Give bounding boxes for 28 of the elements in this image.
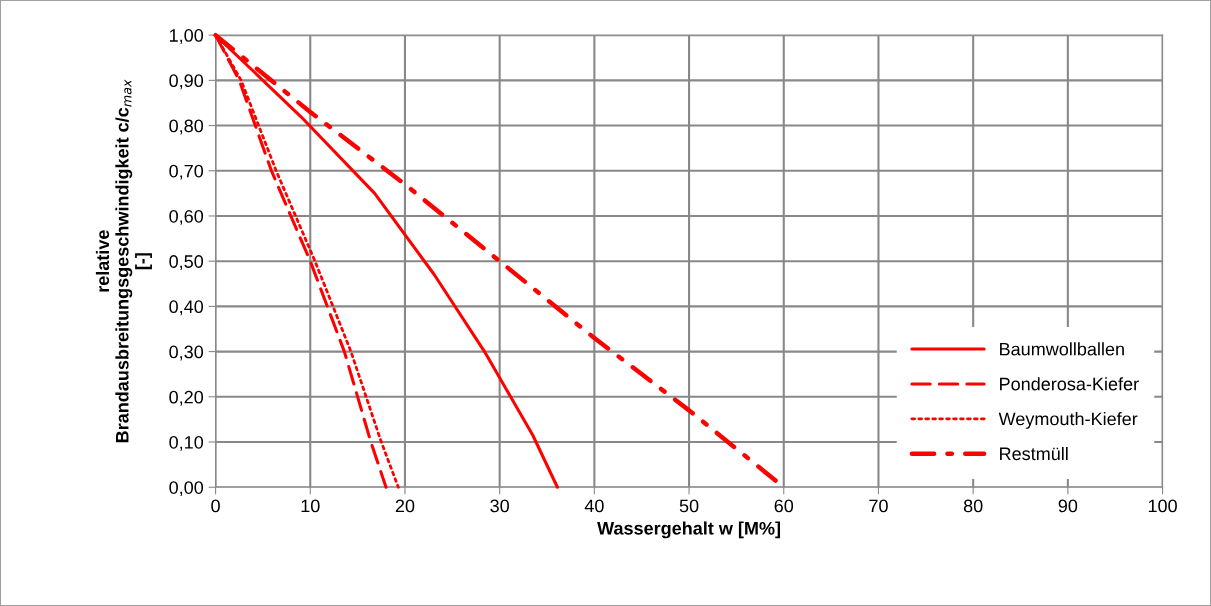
y-tick-label: 0,10 bbox=[169, 435, 204, 451]
x-tick-label: 0 bbox=[211, 499, 220, 513]
legend-label: Ponderosa-Kiefer bbox=[1000, 377, 1139, 391]
y-tick-label: 0,00 bbox=[169, 481, 204, 497]
x-tick-label: 30 bbox=[490, 499, 509, 513]
legend-label: Restmüll bbox=[1000, 446, 1068, 461]
y-tick-label: 0,20 bbox=[169, 390, 204, 406]
y-tick-label: 0,30 bbox=[169, 345, 204, 361]
y-tick-label: 0,50 bbox=[169, 255, 204, 271]
x-tick-label: 50 bbox=[679, 499, 699, 513]
x-tick-label: 90 bbox=[1058, 499, 1078, 513]
x-tick-label: 60 bbox=[774, 499, 794, 513]
y-tick-label: 0,80 bbox=[169, 119, 204, 135]
y-tick-label: 0,70 bbox=[169, 164, 204, 180]
x-tick-label: 100 bbox=[1148, 499, 1177, 513]
y-tick-label: 0,60 bbox=[169, 209, 204, 225]
y-tick-label: 0,40 bbox=[169, 300, 204, 316]
x-tick-label: 80 bbox=[963, 499, 983, 513]
x-axis-title: Wassergehalt w [M%] bbox=[597, 521, 781, 539]
x-tick-label: 10 bbox=[301, 499, 320, 513]
text: relative Brandausbreitungsgeschwindigkeit c/c$_{max}$ [-] bbox=[95, 79, 152, 443]
legend-label: Weymouth-Kiefer bbox=[998, 412, 1138, 429]
y-tick-label: 1,00 bbox=[169, 29, 204, 44]
y-tick-label: 0,90 bbox=[169, 74, 204, 90]
x-tick-label: 20 bbox=[395, 499, 415, 513]
x-tick-label: 40 bbox=[584, 499, 604, 513]
x-tick-label: 70 bbox=[869, 499, 888, 513]
legend-label: Baumwollballen bbox=[1000, 342, 1124, 356]
